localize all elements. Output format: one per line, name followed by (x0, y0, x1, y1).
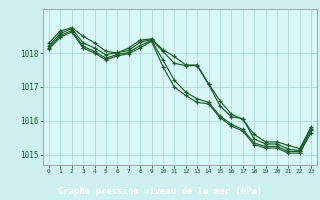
Text: Graphe pression niveau de la mer (hPa): Graphe pression niveau de la mer (hPa) (58, 187, 262, 196)
